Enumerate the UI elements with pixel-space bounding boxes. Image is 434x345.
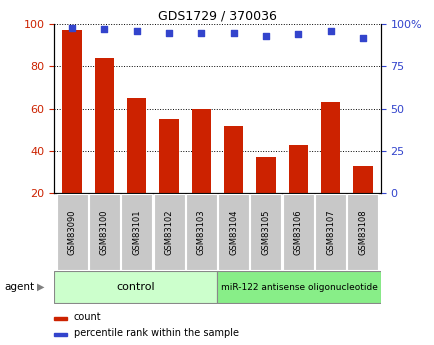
FancyBboxPatch shape [250,194,281,270]
Text: GSM83106: GSM83106 [293,209,302,255]
Bar [320,102,339,193]
Bar [95,58,114,193]
Text: GSM83104: GSM83104 [229,209,237,255]
Point [230,30,237,35]
FancyBboxPatch shape [217,194,249,270]
Bar [256,157,275,193]
Point [262,33,269,39]
Text: agent: agent [4,282,34,292]
Text: GSM83100: GSM83100 [100,209,108,255]
FancyBboxPatch shape [185,194,217,270]
Text: GSM83101: GSM83101 [132,209,141,255]
Text: GSM83102: GSM83102 [164,209,173,255]
Text: GSM83103: GSM83103 [197,209,205,255]
FancyBboxPatch shape [217,272,380,303]
FancyBboxPatch shape [347,194,378,270]
FancyBboxPatch shape [56,194,87,270]
FancyBboxPatch shape [54,272,217,303]
Bar [127,98,146,193]
FancyBboxPatch shape [121,194,152,270]
Bar [54,333,67,336]
FancyBboxPatch shape [89,194,120,270]
Point [165,30,172,35]
Text: control: control [116,282,155,292]
Text: ▶: ▶ [37,282,44,292]
Title: GDS1729 / 370036: GDS1729 / 370036 [158,10,276,23]
Bar [288,145,307,193]
Point [326,28,333,34]
Point [69,25,76,30]
FancyBboxPatch shape [282,194,313,270]
Bar [191,109,210,193]
Bar [62,30,82,193]
Text: GSM83105: GSM83105 [261,209,270,255]
Bar [224,126,243,193]
Text: GSM83107: GSM83107 [326,209,334,255]
Point [101,27,108,32]
Text: GSM83090: GSM83090 [67,209,76,255]
Point [133,28,140,34]
Text: GSM83108: GSM83108 [358,209,367,255]
FancyBboxPatch shape [314,194,345,270]
Bar [54,317,67,320]
Text: miR-122 antisense oligonucleotide: miR-122 antisense oligonucleotide [220,283,377,292]
Text: percentile rank within the sample: percentile rank within the sample [74,328,238,338]
Point [294,31,301,37]
Text: count: count [74,312,102,322]
Point [358,35,365,40]
FancyBboxPatch shape [153,194,184,270]
Point [197,30,204,35]
Bar [352,166,372,193]
Bar [159,119,178,193]
